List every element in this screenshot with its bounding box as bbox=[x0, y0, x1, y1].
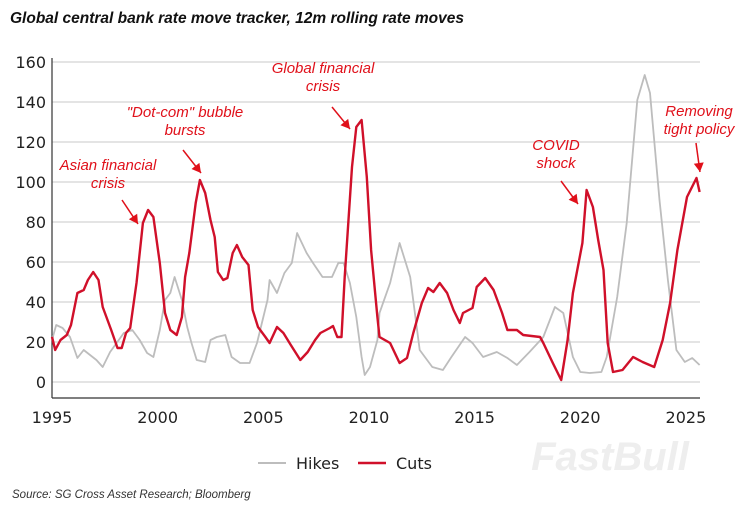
series-line-hikes bbox=[51, 74, 701, 376]
x-tick-label: 2020 bbox=[560, 408, 601, 427]
annotation-text: bursts bbox=[165, 122, 206, 139]
legend-label: Hikes bbox=[296, 454, 339, 473]
watermark-logo: FastBull bbox=[531, 435, 690, 479]
y-tick-label: 80 bbox=[26, 213, 46, 232]
chart-title: Global central bank rate move tracker, 1… bbox=[10, 10, 464, 27]
series-line-cuts bbox=[50, 118, 701, 382]
y-tick-label: 100 bbox=[15, 173, 46, 192]
annotation-text: crisis bbox=[306, 78, 341, 95]
annotation-text: "Dot-com" bubble bbox=[127, 104, 244, 121]
x-tick-label: 2000 bbox=[137, 408, 178, 427]
y-tick-label: 160 bbox=[15, 53, 46, 72]
arrowhead-icon bbox=[693, 162, 704, 172]
y-tick-label: 60 bbox=[26, 253, 46, 272]
annotation-text: shock bbox=[536, 155, 577, 172]
arrowhead-icon bbox=[568, 193, 578, 204]
x-tick-label: 2015 bbox=[454, 408, 495, 427]
y-tick-label: 140 bbox=[15, 93, 46, 112]
annotation-text: Asian financial bbox=[59, 157, 157, 174]
x-tick-label: 1995 bbox=[32, 408, 73, 427]
annotation-text: COVID bbox=[532, 137, 580, 154]
arrowhead-icon bbox=[340, 118, 350, 129]
y-tick-label: 0 bbox=[36, 373, 46, 392]
annotation-text: Removing bbox=[665, 103, 733, 120]
y-tick-label: 20 bbox=[26, 333, 46, 352]
source-note: Source: SG Cross Asset Research; Bloombe… bbox=[12, 489, 251, 501]
legend-label: Cuts bbox=[396, 454, 432, 473]
y-tick-label: 120 bbox=[15, 133, 46, 152]
annotation-text: crisis bbox=[91, 175, 126, 192]
arrowhead-icon bbox=[128, 213, 138, 224]
annotation-text: tight policy bbox=[664, 121, 736, 138]
x-tick-label: 2025 bbox=[666, 408, 707, 427]
arrowhead-icon bbox=[191, 162, 201, 173]
x-tick-label: 2010 bbox=[349, 408, 390, 427]
x-tick-label: 2005 bbox=[243, 408, 284, 427]
annotation-text: Global financial bbox=[272, 60, 375, 77]
y-tick-label: 40 bbox=[26, 293, 46, 312]
